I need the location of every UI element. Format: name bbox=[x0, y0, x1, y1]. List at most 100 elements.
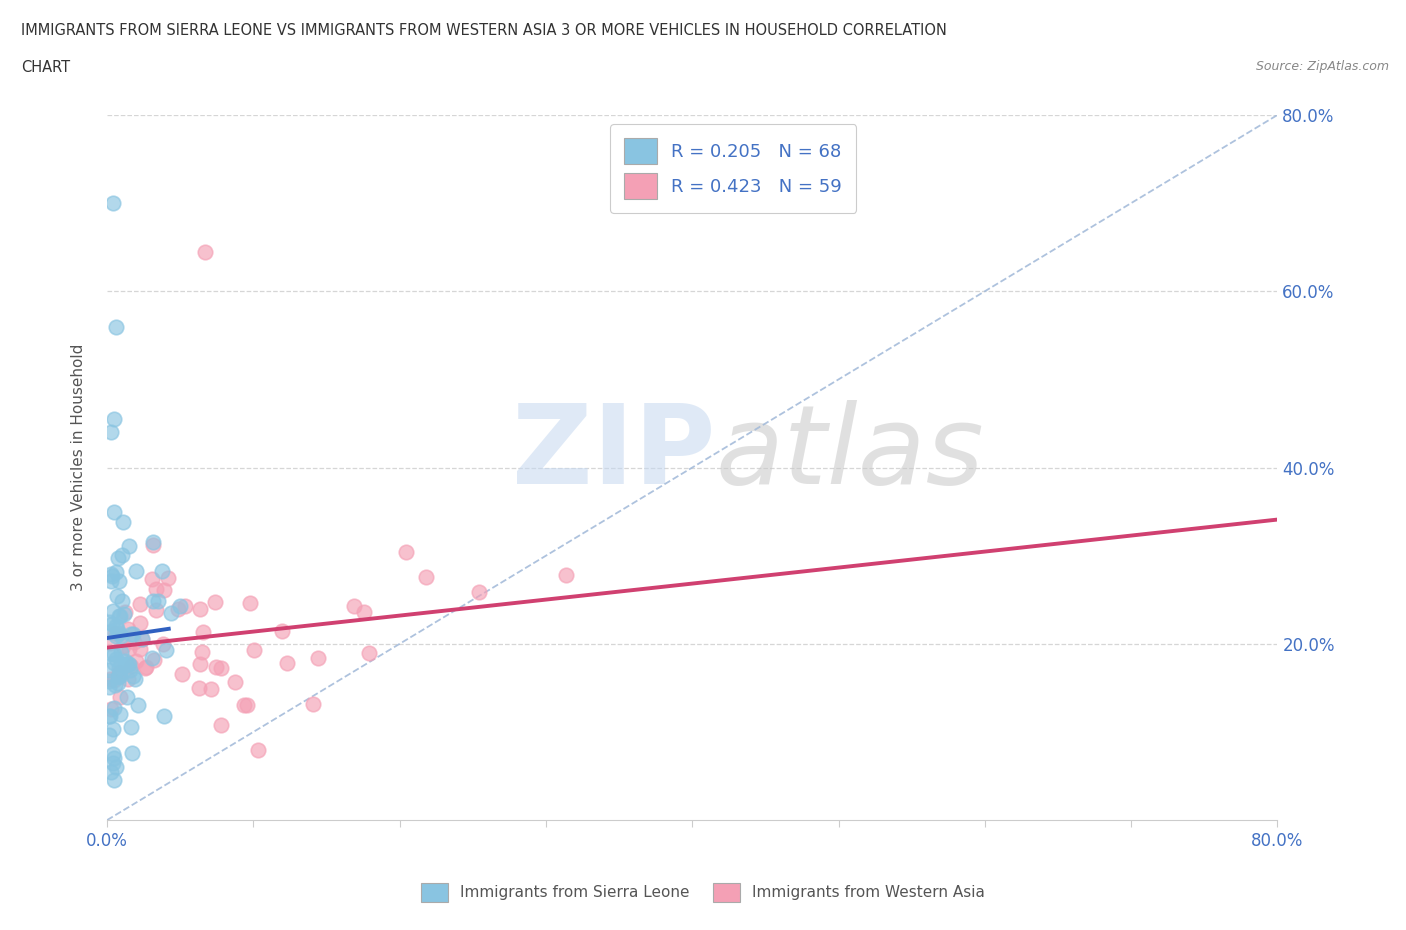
Point bbox=[98, 635, 121, 650]
Legend: Immigrants from Sierra Leone, Immigrants from Western Asia: Immigrants from Sierra Leone, Immigrants… bbox=[415, 877, 991, 909]
Point bbox=[117, 622, 139, 637]
Point bbox=[110, 629, 132, 644]
Point bbox=[104, 626, 127, 641]
Point bbox=[112, 606, 135, 621]
Text: CHART: CHART bbox=[21, 60, 70, 75]
Point bbox=[141, 572, 163, 587]
Point bbox=[103, 412, 125, 427]
Text: atlas: atlas bbox=[716, 400, 984, 507]
Point bbox=[100, 573, 122, 588]
Point bbox=[118, 641, 141, 656]
Point bbox=[111, 548, 134, 563]
Point bbox=[110, 644, 132, 659]
Point bbox=[107, 625, 129, 640]
Point bbox=[100, 567, 122, 582]
Point bbox=[117, 671, 139, 686]
Point bbox=[194, 245, 217, 259]
Point bbox=[97, 708, 120, 723]
Point bbox=[120, 658, 142, 673]
Point bbox=[97, 662, 120, 677]
Point bbox=[150, 564, 173, 578]
Point bbox=[143, 653, 166, 668]
Point bbox=[101, 617, 124, 631]
Point bbox=[118, 662, 141, 677]
Point bbox=[142, 535, 165, 550]
Point bbox=[112, 638, 135, 653]
Point bbox=[188, 657, 211, 671]
Point bbox=[108, 608, 131, 623]
Legend: R = 0.205   N = 68, R = 0.423   N = 59: R = 0.205 N = 68, R = 0.423 N = 59 bbox=[610, 124, 856, 213]
Point bbox=[125, 654, 148, 669]
Point bbox=[107, 660, 129, 675]
Point bbox=[271, 624, 294, 639]
Point bbox=[103, 603, 125, 618]
Point bbox=[146, 593, 169, 608]
Point bbox=[97, 727, 120, 742]
Point bbox=[134, 660, 156, 675]
Point bbox=[155, 642, 177, 657]
Point bbox=[115, 658, 138, 672]
Point bbox=[101, 747, 124, 762]
Point bbox=[145, 603, 167, 618]
Point bbox=[232, 698, 254, 712]
Point bbox=[276, 656, 298, 671]
Point bbox=[188, 602, 211, 617]
Point bbox=[242, 643, 264, 658]
Point bbox=[209, 660, 232, 675]
Point bbox=[395, 545, 418, 560]
Point bbox=[103, 655, 125, 670]
Point bbox=[554, 567, 576, 582]
Point bbox=[239, 595, 262, 610]
Point bbox=[117, 657, 139, 671]
Point bbox=[307, 650, 329, 665]
Point bbox=[108, 573, 131, 588]
Point bbox=[110, 689, 132, 704]
Point bbox=[103, 700, 125, 715]
Point bbox=[114, 604, 136, 619]
Point bbox=[98, 671, 121, 686]
Point bbox=[97, 680, 120, 695]
Point bbox=[247, 743, 270, 758]
Point bbox=[104, 651, 127, 666]
Point bbox=[107, 665, 129, 680]
Point bbox=[174, 598, 197, 613]
Point bbox=[124, 671, 146, 686]
Point bbox=[121, 626, 143, 641]
Point bbox=[101, 646, 124, 661]
Point bbox=[110, 707, 132, 722]
Point bbox=[105, 589, 128, 604]
Point bbox=[193, 625, 215, 640]
Point bbox=[224, 674, 246, 689]
Point bbox=[302, 697, 325, 711]
Point bbox=[114, 654, 136, 669]
Point bbox=[103, 673, 125, 688]
Point bbox=[468, 585, 491, 600]
Point bbox=[103, 751, 125, 765]
Point bbox=[415, 570, 437, 585]
Point bbox=[141, 650, 163, 665]
Point bbox=[101, 722, 124, 737]
Point bbox=[159, 605, 181, 620]
Point bbox=[172, 667, 194, 682]
Point bbox=[188, 680, 211, 695]
Point bbox=[110, 669, 132, 684]
Point bbox=[205, 660, 228, 675]
Point bbox=[122, 634, 145, 649]
Point bbox=[97, 673, 120, 688]
Point bbox=[142, 593, 165, 608]
Point bbox=[118, 656, 141, 671]
Point bbox=[129, 615, 152, 630]
Point bbox=[112, 514, 135, 529]
Point bbox=[157, 571, 180, 586]
Point bbox=[104, 678, 127, 693]
Point bbox=[100, 764, 122, 779]
Text: ZIP: ZIP bbox=[512, 400, 716, 507]
Point bbox=[117, 689, 139, 704]
Point bbox=[104, 760, 127, 775]
Text: IMMIGRANTS FROM SIERRA LEONE VS IMMIGRANTS FROM WESTERN ASIA 3 OR MORE VEHICLES : IMMIGRANTS FROM SIERRA LEONE VS IMMIGRAN… bbox=[21, 23, 948, 38]
Point bbox=[359, 645, 381, 660]
Y-axis label: 3 or more Vehicles in Household: 3 or more Vehicles in Household bbox=[72, 344, 86, 591]
Point bbox=[100, 425, 122, 440]
Point bbox=[131, 631, 153, 646]
Point bbox=[104, 319, 127, 334]
